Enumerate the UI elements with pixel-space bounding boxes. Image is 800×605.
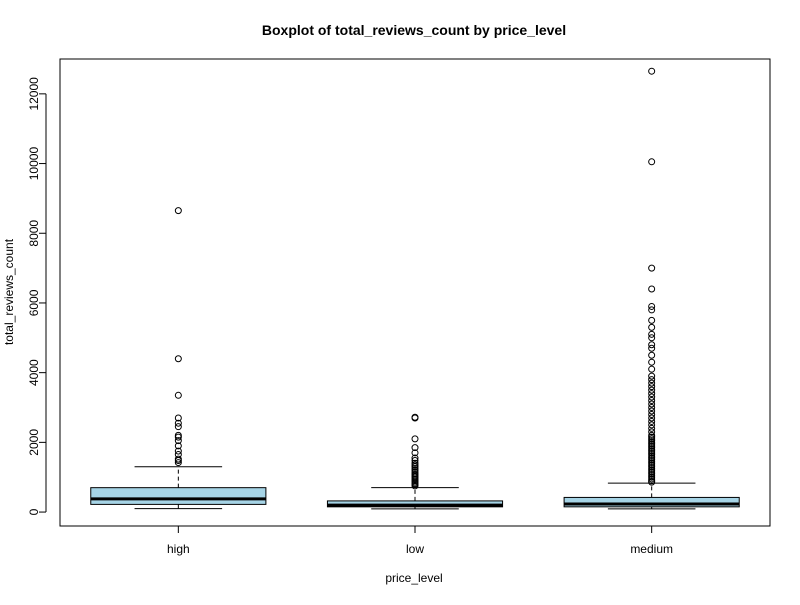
outlier-point — [174, 431, 182, 439]
outlier-point — [648, 428, 656, 436]
outlier-point — [648, 397, 656, 405]
outlier-point — [411, 459, 419, 467]
outlier-point — [648, 390, 656, 398]
y-axis-label: total_reviews_count — [2, 238, 16, 345]
outlier-point — [648, 67, 656, 75]
outlier-point — [648, 393, 656, 401]
outlier-point — [648, 431, 656, 439]
y-tick-label: 2000 — [27, 429, 41, 456]
outlier-point — [174, 355, 182, 363]
y-tick-label: 4000 — [27, 359, 41, 386]
outlier-point — [648, 285, 656, 293]
x-tick-label: medium — [630, 542, 673, 556]
outlier-point — [174, 423, 182, 431]
boxes-layer — [90, 67, 740, 510]
box-medium — [563, 67, 740, 510]
outlier-point — [648, 358, 656, 366]
outlier-point — [174, 447, 182, 455]
y-tick-label: 6000 — [27, 289, 41, 316]
outlier-point — [174, 391, 182, 399]
box-high — [90, 207, 267, 510]
outlier-point — [648, 351, 656, 359]
outlier-point — [648, 386, 656, 394]
outlier-point — [174, 207, 182, 215]
y-tick-label: 8000 — [27, 220, 41, 247]
outlier-point — [648, 407, 656, 415]
outlier-point — [411, 435, 419, 443]
outlier-point — [648, 421, 656, 429]
outlier-point — [648, 264, 656, 272]
outlier-point — [174, 437, 182, 445]
outlier-point — [411, 444, 419, 452]
outlier-point — [648, 379, 656, 387]
outlier-point — [648, 306, 656, 314]
outlier-point — [648, 302, 656, 310]
outlier-point — [648, 334, 656, 342]
outlier-point — [411, 456, 419, 464]
outlier-point — [648, 330, 656, 338]
outlier-point — [174, 442, 182, 450]
x-axis: high low medium — [167, 525, 673, 556]
x-tick-label: high — [167, 542, 190, 556]
iqr-box — [90, 487, 267, 505]
outlier-point — [411, 449, 419, 457]
y-axis: 0 2000 4000 6000 8000 10000 12000 — [27, 77, 47, 515]
box-low — [326, 413, 504, 510]
outlier-point — [648, 404, 656, 412]
outlier-point — [174, 455, 182, 463]
outlier-point — [648, 316, 656, 324]
outlier-point — [648, 376, 656, 384]
y-tick-label: 12000 — [27, 77, 41, 111]
outlier-point — [648, 410, 656, 418]
outlier-point — [648, 424, 656, 432]
outlier-point — [648, 414, 656, 422]
outlier-point — [411, 413, 419, 421]
outlier-point — [174, 459, 182, 467]
outlier-point — [411, 454, 419, 462]
outlier-point — [648, 383, 656, 391]
chart-title: Boxplot of total_reviews_count by price_… — [262, 22, 566, 38]
iqr-box — [563, 496, 740, 508]
outlier-point — [648, 372, 656, 380]
x-tick-label: low — [406, 542, 424, 556]
outlier-point — [648, 158, 656, 166]
outlier-point — [648, 365, 656, 373]
outlier-point — [648, 323, 656, 331]
outlier-point — [174, 451, 182, 459]
outlier-point — [648, 417, 656, 425]
outlier-point — [648, 400, 656, 408]
outlier-point — [174, 419, 182, 427]
x-axis-label: price_level — [385, 571, 442, 585]
y-tick-label: 0 — [27, 508, 41, 515]
outlier-point — [648, 341, 656, 349]
outlier-point — [648, 344, 656, 352]
outlier-point — [174, 414, 182, 422]
y-tick-label: 10000 — [27, 147, 41, 181]
